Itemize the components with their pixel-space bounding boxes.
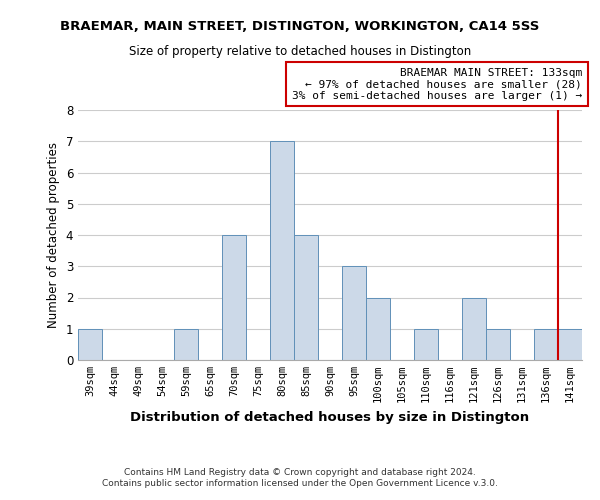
Bar (366, 298, 390, 360)
Bar (342, 266, 366, 360)
Bar (534, 329, 558, 360)
Bar (414, 329, 438, 360)
Bar (294, 235, 318, 360)
Text: BRAEMAR MAIN STREET: 133sqm
← 97% of detached houses are smaller (28)
3% of semi: BRAEMAR MAIN STREET: 133sqm ← 97% of det… (292, 68, 582, 100)
Bar (78, 329, 102, 360)
Bar (486, 329, 510, 360)
Text: Size of property relative to detached houses in Distington: Size of property relative to detached ho… (129, 45, 471, 58)
Bar (174, 329, 198, 360)
Y-axis label: Number of detached properties: Number of detached properties (47, 142, 60, 328)
X-axis label: Distribution of detached houses by size in Distington: Distribution of detached houses by size … (130, 410, 530, 424)
Text: BRAEMAR, MAIN STREET, DISTINGTON, WORKINGTON, CA14 5SS: BRAEMAR, MAIN STREET, DISTINGTON, WORKIN… (61, 20, 539, 33)
Text: Contains HM Land Registry data © Crown copyright and database right 2024.
Contai: Contains HM Land Registry data © Crown c… (102, 468, 498, 487)
Bar (462, 298, 486, 360)
Bar (558, 329, 582, 360)
Bar (270, 141, 294, 360)
Bar (222, 235, 246, 360)
